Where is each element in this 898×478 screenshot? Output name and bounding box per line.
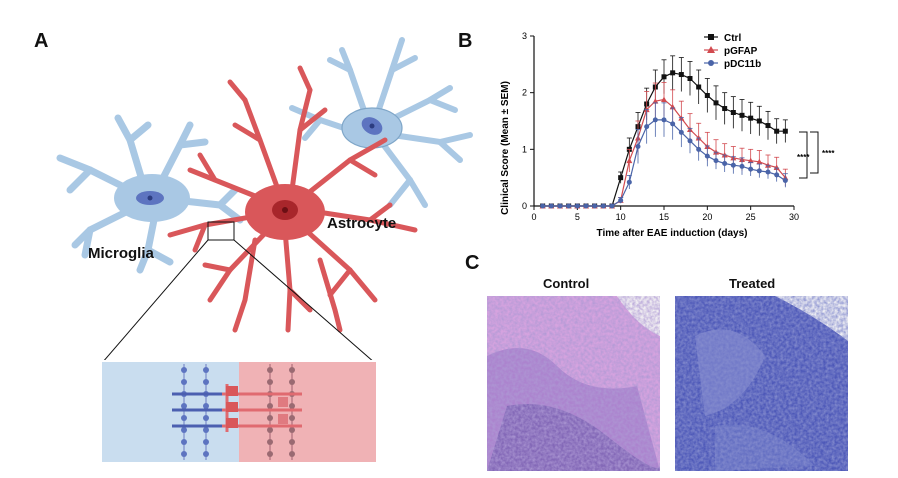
y-tick-label: 2 — [522, 88, 527, 98]
panel-c-letter: C — [465, 252, 480, 274]
data-point — [713, 100, 719, 106]
data-point — [661, 117, 667, 123]
data-point — [713, 158, 719, 164]
x-tick-label: 30 — [789, 212, 799, 222]
clinical-score-chart: Clinical Score (Mean ± SEM) Time after E… — [500, 31, 835, 239]
treated-histology-image — [675, 296, 848, 471]
data-point — [774, 128, 780, 134]
data-point — [756, 168, 762, 174]
data-point — [652, 98, 659, 104]
data-point — [704, 93, 710, 98]
x-tick-label: 15 — [659, 212, 669, 222]
data-point — [661, 74, 667, 80]
data-point — [696, 84, 702, 90]
data-point — [687, 138, 693, 144]
treated-title: Treated — [729, 276, 776, 291]
microglia-top-cell — [289, 37, 473, 208]
data-point — [696, 146, 702, 152]
control-title: Control — [543, 276, 590, 291]
panel-b-letter: B — [458, 30, 473, 52]
x-axis-label: Time after EAE induction (days) — [597, 228, 748, 239]
data-point — [566, 203, 572, 209]
astrocyte-cell — [167, 65, 418, 333]
data-point — [626, 179, 632, 185]
data-point — [782, 128, 788, 134]
data-point — [540, 203, 546, 209]
data-point — [592, 203, 598, 209]
data-point — [704, 153, 710, 159]
data-point — [747, 157, 754, 164]
data-point — [756, 158, 763, 165]
data-point — [635, 144, 641, 149]
series-pdc11b — [540, 102, 788, 209]
cell-illustration — [56, 37, 473, 360]
y-tick-label: 3 — [522, 31, 527, 41]
data-point — [756, 118, 762, 124]
data-point — [626, 157, 633, 164]
x-tick-label: 10 — [616, 212, 626, 222]
data-point — [739, 163, 745, 169]
data-point — [600, 203, 606, 209]
significance-1: **** — [797, 153, 810, 162]
data-point — [748, 115, 754, 121]
data-point — [773, 164, 780, 170]
x-tick-label: 20 — [702, 212, 712, 222]
data-point — [730, 110, 736, 115]
y-tick-label: 1 — [522, 144, 527, 154]
significance-brackets — [799, 131, 819, 179]
gap-junction-inset — [102, 362, 376, 462]
x-tick-label: 5 — [575, 212, 580, 222]
data-point — [618, 175, 624, 181]
data-point — [583, 203, 589, 209]
data-point — [782, 178, 788, 183]
microglia-left-cell — [56, 114, 244, 274]
data-point — [765, 123, 771, 129]
legend: Ctrl pGFAP pDC11b — [704, 33, 761, 70]
legend-pgfap: pGFAP — [724, 46, 758, 57]
data-point — [739, 112, 745, 118]
data-point — [670, 70, 676, 76]
data-point — [574, 203, 580, 209]
data-point — [678, 129, 684, 135]
y-tick-label: 0 — [522, 201, 527, 211]
series-layer — [539, 55, 789, 209]
data-point — [748, 166, 754, 172]
data-point — [765, 169, 771, 175]
control-histology-image — [487, 296, 660, 471]
x-tick-label: 0 — [531, 212, 536, 222]
data-point — [557, 203, 563, 209]
data-point — [678, 72, 684, 78]
data-point — [730, 162, 736, 168]
data-point — [722, 106, 728, 112]
significance-2: **** — [822, 149, 835, 158]
data-point — [644, 124, 650, 130]
data-point — [774, 172, 780, 178]
x-tick-label: 25 — [746, 212, 756, 222]
y-axis-label: Clinical Score (Mean ± SEM) — [500, 81, 511, 215]
data-point — [722, 161, 728, 166]
legend-ctrl: Ctrl — [724, 33, 741, 44]
series-pgfap — [539, 82, 789, 209]
astrocyte-label: Astrocyte — [327, 215, 397, 232]
panel-a-letter: A — [34, 30, 49, 52]
legend-pdc11b: pDC11b — [724, 59, 761, 70]
data-point — [670, 121, 676, 127]
data-point — [661, 96, 667, 102]
data-point — [609, 203, 615, 209]
data-point — [548, 203, 554, 209]
data-point — [687, 76, 693, 81]
data-point — [618, 197, 624, 203]
data-point — [652, 117, 658, 123]
microglia-label: Microglia — [88, 245, 154, 262]
